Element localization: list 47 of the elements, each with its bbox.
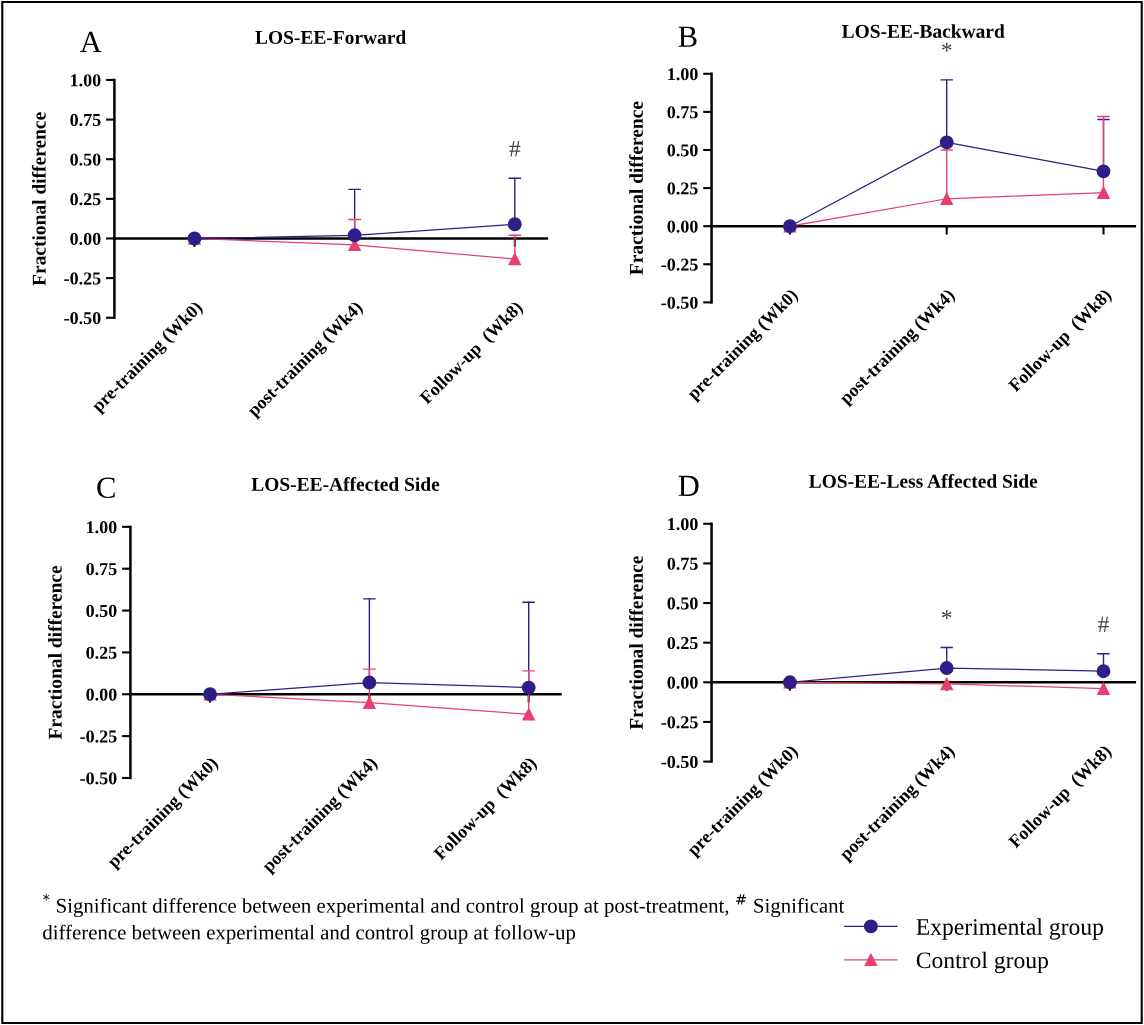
y-tick-label: 0.75 <box>667 557 698 570</box>
y-tick-label: 0.25 <box>86 646 117 659</box>
chart-subtitle: C <box>97 477 115 499</box>
chart-subtitle: A <box>80 31 102 53</box>
legend-label: Control group <box>916 951 1048 974</box>
chart-title: LOS-EE-Affected Side <box>251 477 440 491</box>
y-tick-label: -0.50 <box>64 312 101 325</box>
y-tick-label: 0.25 <box>667 636 698 650</box>
y-tick-label: -0.25 <box>80 730 117 743</box>
y-tick-label: 1.00 <box>71 74 101 87</box>
y-tick-label: 0.25 <box>70 193 101 206</box>
chart-title: LOS-EE-Forward <box>255 30 407 45</box>
y-tick-label: -0.50 <box>80 772 117 785</box>
y-tick-label: 0.75 <box>70 113 101 127</box>
legend-label: Experimental group <box>916 918 1104 940</box>
annotation: * <box>941 610 952 619</box>
y-tick-label: 1.00 <box>87 521 117 534</box>
y-tick-label: 0.75 <box>86 562 117 576</box>
y-axis-title: Fractional difference <box>629 101 643 275</box>
y-tick-label: -0.25 <box>661 258 698 271</box>
y-tick-label: -0.50 <box>661 755 698 769</box>
y-tick-label: 0.00 <box>86 688 117 701</box>
chart-subtitle: D <box>678 475 699 496</box>
annotation: * <box>941 42 952 52</box>
y-axis-title: Fractional difference <box>47 565 62 740</box>
y-tick-label: 0.00 <box>70 232 101 245</box>
y-tick-label: 0.50 <box>86 604 117 618</box>
y-tick-label: 0.25 <box>667 182 698 195</box>
chart-subtitle: B <box>678 26 697 47</box>
y-tick-label: 1.00 <box>668 68 698 81</box>
annotation: # <box>1098 616 1109 633</box>
y-tick-label: -0.25 <box>64 272 101 285</box>
y-tick-label: 0.00 <box>667 220 698 233</box>
y-tick-label: 0.50 <box>667 144 698 157</box>
y-tick-label: -0.50 <box>661 296 698 309</box>
y-tick-label: 0.00 <box>667 676 698 689</box>
y-tick-label: 0.75 <box>667 106 698 119</box>
annotation: # <box>509 141 521 157</box>
y-tick-label: 0.50 <box>70 153 101 166</box>
chart-title: LOS-EE-Backward <box>841 24 1005 38</box>
y-axis-title: Fractional difference <box>31 112 46 286</box>
y-axis-title: Fractional difference <box>629 556 643 730</box>
text: $^{*}$ Significant difference between experimental and control group at post-treatment, $^{#}$ Significant difference between experimental and control group at follow-up <box>42 893 845 944</box>
y-tick-label: -0.25 <box>661 716 698 729</box>
y-tick-label: 0.50 <box>667 597 698 610</box>
y-tick-label: 1.00 <box>668 518 698 531</box>
chart-title: LOS-EE-Less Affected Side <box>809 473 1038 488</box>
